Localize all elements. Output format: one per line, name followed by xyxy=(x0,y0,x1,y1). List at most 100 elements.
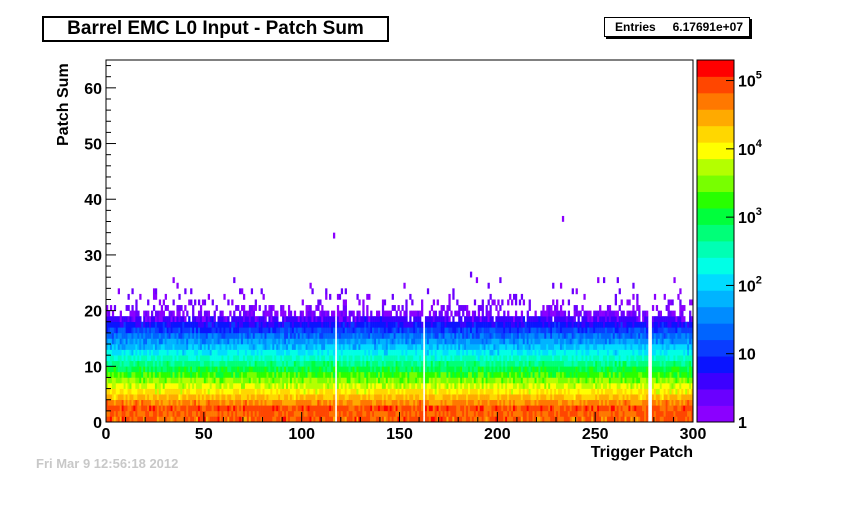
heatmap-cell xyxy=(538,383,541,389)
heatmap-cell xyxy=(266,360,269,367)
heatmap-cell xyxy=(158,377,162,384)
heatmap-cell xyxy=(481,405,484,412)
heatmap-cell xyxy=(442,305,445,311)
heatmap-cell xyxy=(426,338,430,345)
heatmap-cell xyxy=(336,410,340,417)
heatmap-cell xyxy=(583,310,586,317)
heatmap-cell xyxy=(280,360,283,367)
heatmap-cell xyxy=(374,355,377,362)
heatmap-cell xyxy=(561,349,565,356)
heatmap-cell xyxy=(552,377,555,384)
heatmap-cell xyxy=(495,338,498,345)
heatmap-cell xyxy=(137,349,140,356)
heatmap-cell xyxy=(374,366,377,373)
heatmap-cell xyxy=(172,327,175,334)
heatmap-cell xyxy=(188,366,191,373)
heatmap-cell xyxy=(313,355,316,362)
heatmap-cell xyxy=(428,310,432,317)
heatmap-cell xyxy=(331,355,334,362)
heatmap-cell xyxy=(452,316,455,323)
heatmap-cell xyxy=(446,344,449,350)
heatmap-cell xyxy=(329,371,332,378)
heatmap-cell xyxy=(164,332,167,339)
heatmap-cell xyxy=(454,355,457,362)
heatmap-cell xyxy=(352,377,355,384)
heatmap-cell xyxy=(327,377,330,384)
heatmap-cell xyxy=(342,321,346,328)
heatmap-cell xyxy=(559,388,563,395)
heatmap-cell xyxy=(291,383,295,389)
heatmap-cell xyxy=(556,394,559,401)
heatmap-cell xyxy=(231,383,234,389)
heatmap-cell xyxy=(289,349,293,356)
heatmap-cell xyxy=(374,410,377,417)
heatmap-cell xyxy=(415,355,418,362)
heatmap-cell xyxy=(379,388,383,395)
heatmap-cell xyxy=(178,410,181,417)
heatmap-cell xyxy=(454,321,457,328)
heatmap-cell xyxy=(274,371,277,378)
heatmap-cell xyxy=(274,366,277,373)
heatmap-cell xyxy=(174,416,177,423)
heatmap-cell xyxy=(587,316,590,323)
heatmap-cell xyxy=(266,410,269,417)
heatmap-cell xyxy=(180,394,183,401)
heatmap-cell xyxy=(585,377,588,384)
heatmap-cell xyxy=(377,416,381,423)
heatmap-cell xyxy=(376,405,379,412)
heatmap-cell xyxy=(481,366,484,373)
heatmap-cell xyxy=(401,338,404,345)
heatmap-cell xyxy=(344,355,347,362)
heatmap-cell xyxy=(199,355,203,362)
heatmap-cell xyxy=(237,388,240,395)
heatmap-cell xyxy=(289,410,293,417)
heatmap-cell xyxy=(509,410,512,417)
heatmap-cell xyxy=(344,310,347,317)
heatmap-cell xyxy=(227,327,230,334)
heatmap-cell xyxy=(571,344,574,350)
heatmap-cell xyxy=(172,355,175,362)
heatmap-cell xyxy=(141,355,144,362)
heatmap-cell xyxy=(489,371,492,378)
heatmap-cell xyxy=(491,377,494,384)
heatmap-cell xyxy=(467,399,471,406)
heatmap-cell xyxy=(329,383,332,389)
heatmap-cell xyxy=(581,360,584,367)
heatmap-cell xyxy=(246,405,250,412)
heatmap-cell xyxy=(350,405,353,412)
heatmap-cell xyxy=(352,410,355,417)
heatmap-cell xyxy=(282,344,285,350)
heatmap-cell xyxy=(587,371,590,378)
heatmap-cell xyxy=(192,399,195,406)
heatmap-cell xyxy=(329,360,332,367)
heatmap-cell xyxy=(340,360,344,367)
heatmap-cell xyxy=(362,327,365,334)
heatmap-cell xyxy=(106,344,109,350)
heatmap-cell xyxy=(164,321,167,328)
heatmap-cell xyxy=(254,355,257,362)
heatmap-cell xyxy=(395,355,398,362)
heatmap-cell xyxy=(387,321,391,328)
heatmap-cell xyxy=(313,366,316,373)
heatmap-cell xyxy=(475,332,479,339)
heatmap-cell xyxy=(575,394,578,401)
heatmap-cell xyxy=(209,344,212,350)
heatmap-cell xyxy=(399,410,402,417)
heatmap-cell xyxy=(471,360,475,367)
heatmap-cell xyxy=(295,355,299,362)
heatmap-cell xyxy=(162,310,165,317)
heatmap-cell xyxy=(162,399,165,406)
heatmap-cell xyxy=(182,410,185,417)
heatmap-cell xyxy=(137,405,140,412)
heatmap-cell xyxy=(217,355,220,362)
heatmap-cell xyxy=(368,399,371,406)
heatmap-cell xyxy=(207,316,211,323)
heatmap-cell xyxy=(413,383,416,389)
heatmap-cell xyxy=(563,344,567,350)
heatmap-cell xyxy=(554,371,557,378)
heatmap-cell xyxy=(113,383,117,389)
heatmap-cell xyxy=(119,377,122,384)
heatmap-cell xyxy=(196,388,199,395)
heatmap-cell xyxy=(295,416,299,423)
heatmap-cell xyxy=(446,394,449,401)
